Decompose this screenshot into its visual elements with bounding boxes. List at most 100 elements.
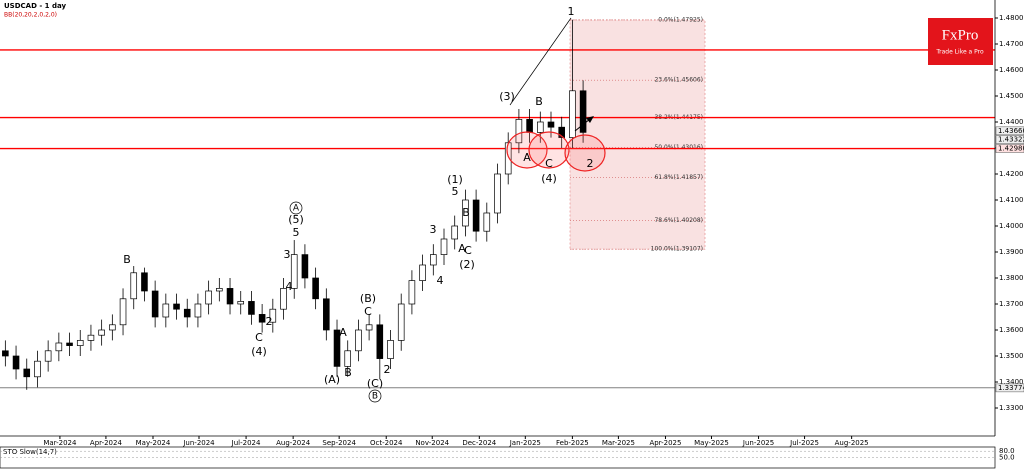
candle-body bbox=[237, 301, 245, 305]
annotation-ring bbox=[289, 201, 303, 215]
candle-body bbox=[312, 277, 319, 300]
y-tick-label: 1.40000 bbox=[999, 222, 1024, 230]
candle bbox=[44, 340, 52, 372]
candle bbox=[55, 332, 63, 362]
candle bbox=[76, 329, 84, 356]
y-tick-label: 1.37000 bbox=[999, 300, 1024, 308]
candle bbox=[397, 293, 405, 351]
wave-label: 4 bbox=[437, 274, 444, 287]
candle-body bbox=[269, 308, 277, 323]
candle bbox=[205, 280, 212, 315]
candle bbox=[494, 163, 501, 224]
candle-body bbox=[451, 225, 458, 240]
x-tick-label: Apr-2024 bbox=[90, 439, 123, 447]
wave-label: C bbox=[255, 331, 263, 344]
arrow bbox=[574, 118, 591, 132]
x-tick-label: Dec-2024 bbox=[462, 439, 496, 447]
x-tick-label: Jul-2025 bbox=[789, 439, 819, 447]
candle-body bbox=[23, 368, 31, 378]
candle-body bbox=[98, 329, 105, 336]
wave-label: (1) bbox=[447, 173, 463, 186]
wave-label: B bbox=[535, 95, 543, 108]
candle-body bbox=[440, 238, 448, 255]
wave-label: 5 bbox=[452, 185, 459, 198]
wave-label: B bbox=[462, 206, 470, 219]
price-marker-label: 1.33774 bbox=[998, 384, 1024, 392]
candle bbox=[12, 345, 20, 380]
candle bbox=[248, 290, 255, 325]
x-tick-label: May-2024 bbox=[136, 439, 171, 447]
candle-body bbox=[34, 360, 41, 378]
chart-title: USDCAD - 1 day bbox=[4, 2, 67, 10]
wave-label: 2 bbox=[587, 157, 594, 170]
wave-label: 2 bbox=[266, 315, 273, 328]
candle bbox=[547, 111, 555, 138]
wave-label: A bbox=[293, 204, 300, 214]
candle-body bbox=[12, 355, 20, 370]
candle-body bbox=[66, 342, 73, 346]
candle-body bbox=[387, 340, 394, 359]
fib-label: 78.6%(1.40208) bbox=[654, 217, 703, 224]
candle bbox=[430, 244, 437, 276]
candle bbox=[515, 108, 523, 154]
wave-label: B bbox=[372, 392, 378, 402]
candle-body bbox=[248, 301, 255, 315]
wave-label: 4 bbox=[286, 280, 293, 293]
candle bbox=[323, 288, 330, 341]
trend-line bbox=[509, 17, 572, 106]
candle-body bbox=[397, 303, 405, 341]
arrow-head bbox=[586, 116, 594, 123]
candle bbox=[301, 244, 309, 289]
candle bbox=[226, 277, 234, 315]
x-tick-label: Jul-2024 bbox=[231, 439, 261, 447]
candle bbox=[462, 189, 469, 237]
wave-label: 2 bbox=[384, 363, 391, 376]
wave-label: (5) bbox=[288, 213, 304, 226]
candle-body bbox=[226, 288, 234, 305]
candle-body bbox=[194, 303, 202, 318]
candle bbox=[569, 19, 576, 148]
y-tick-label: 1.47000 bbox=[999, 40, 1024, 48]
price-marker bbox=[995, 383, 1024, 393]
wave-label: (A) bbox=[324, 373, 340, 386]
x-tick-label: Mar-2025 bbox=[602, 439, 635, 447]
wave-label: 5 bbox=[293, 226, 300, 239]
candle bbox=[258, 303, 266, 333]
candle-body bbox=[87, 334, 95, 341]
x-tick-label: Mar-2024 bbox=[43, 439, 77, 447]
candle-body bbox=[258, 314, 266, 323]
highlight-circle bbox=[528, 131, 570, 169]
indicator-level-label: 80.0 bbox=[999, 447, 1015, 455]
wave-label: A bbox=[339, 326, 347, 339]
y-tick-label: 1.45000 bbox=[999, 92, 1024, 100]
wave-label: 3 bbox=[430, 223, 437, 236]
wave-label: (B) bbox=[360, 292, 376, 305]
highlight-circle bbox=[564, 134, 606, 172]
logo-tagline: Trade Like a Pro bbox=[935, 49, 984, 56]
axis-panel bbox=[995, 0, 1024, 474]
candle-body bbox=[376, 324, 384, 359]
annotation-ring bbox=[368, 389, 382, 403]
candle-body bbox=[44, 350, 52, 362]
x-tick-label: Jun-2024 bbox=[182, 439, 215, 447]
candle-body bbox=[483, 212, 491, 232]
candle bbox=[451, 215, 458, 250]
candle-body bbox=[430, 254, 437, 266]
candle bbox=[333, 319, 341, 377]
indicator-level-label: 50.0 bbox=[999, 454, 1015, 462]
candle bbox=[194, 293, 202, 328]
x-tick-label: Sep-2024 bbox=[322, 439, 356, 447]
candle-body bbox=[76, 340, 84, 346]
wave-label: C bbox=[464, 244, 472, 257]
candle-body bbox=[323, 298, 330, 331]
logo-title: FxPro bbox=[942, 27, 979, 43]
candle bbox=[290, 240, 298, 299]
wave-label: (3) bbox=[499, 90, 515, 103]
candle bbox=[472, 189, 480, 242]
y-tick-label: 1.38000 bbox=[999, 274, 1024, 282]
candle bbox=[269, 298, 277, 333]
candle bbox=[579, 80, 587, 143]
x-tick-label: Jun-2025 bbox=[742, 439, 774, 447]
candle bbox=[130, 266, 138, 310]
candle-body bbox=[579, 90, 587, 133]
